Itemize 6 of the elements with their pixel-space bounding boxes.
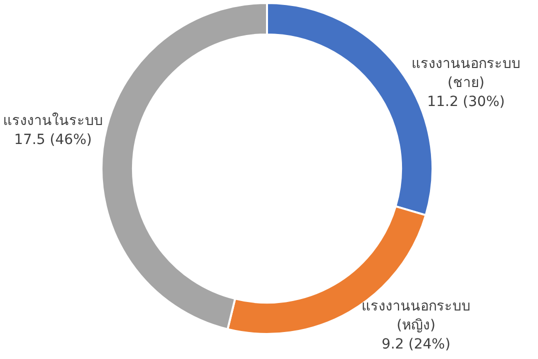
slice-label: แรงงานนอกระบบ (หญิง) bbox=[362, 298, 471, 334]
data-label: 9.2 (24%) bbox=[382, 336, 450, 353]
slice-label: แรงงานในระบบ bbox=[3, 112, 103, 129]
data-label: 17.5 (46%) bbox=[14, 132, 92, 148]
data-label: 11.2 (30%) bbox=[427, 94, 505, 110]
slice-label: แรงงานนอกระบบ (ชาย) bbox=[412, 56, 521, 91]
